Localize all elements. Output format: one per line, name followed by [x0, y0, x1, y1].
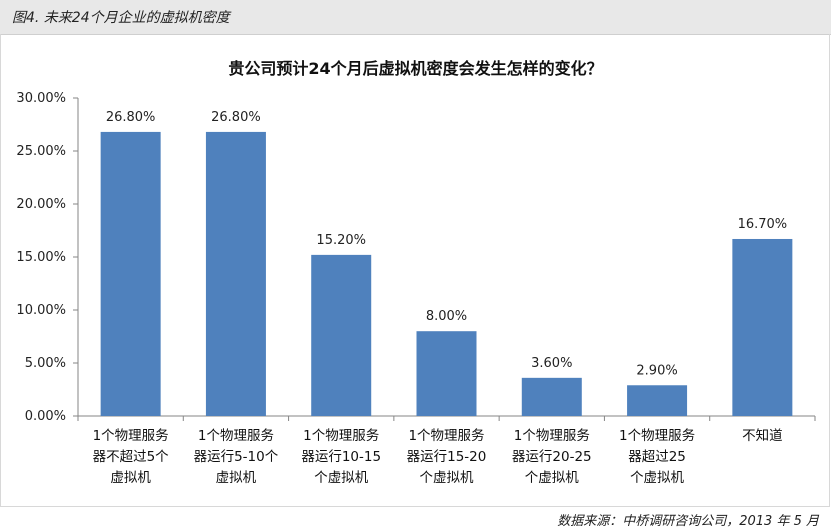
category-label: 个虚拟机 — [420, 470, 474, 486]
category-label: 器超过25 — [628, 449, 686, 465]
data-label: 2.90% — [636, 363, 677, 378]
category-label: 1个物理服务 — [93, 428, 169, 444]
category-label: 器运行10-15 — [301, 449, 381, 465]
category-label: 1个物理服务 — [408, 428, 484, 444]
category-label: 虚拟机 — [110, 470, 151, 486]
data-label: 8.00% — [426, 309, 467, 324]
caption-band: 图4. 未来24个月企业的虚拟机密度 — [0, 0, 831, 35]
bar — [521, 377, 582, 416]
data-label: 3.60% — [531, 356, 572, 371]
y-tick-label: 20.00% — [16, 197, 66, 212]
bar — [732, 238, 793, 416]
chart-title: 贵公司预计24个月后虚拟机密度会发生怎样的变化？ — [228, 59, 603, 78]
category-label: 个虚拟机 — [314, 470, 368, 486]
bar — [416, 331, 477, 416]
category-label: 1个物理服务 — [619, 428, 695, 444]
category-label: 个虚拟机 — [630, 470, 684, 486]
category-label: 1个物理服务 — [514, 428, 590, 444]
category-label: 器运行15-20 — [407, 449, 487, 465]
bar — [311, 254, 372, 416]
y-tick-label: 5.00% — [25, 356, 66, 371]
category-label: 器运行20-25 — [512, 449, 592, 465]
category-label: 不知道 — [742, 427, 783, 444]
category-label: 1个物理服务 — [303, 428, 379, 444]
y-tick-label: 0.00% — [25, 409, 66, 424]
y-tick-label: 25.00% — [16, 144, 66, 159]
source-note: 数据来源：中桥调研咨询公司，2013 年 5 月 — [557, 514, 819, 529]
category-label: 虚拟机 — [216, 470, 257, 486]
y-tick-label: 10.00% — [16, 303, 66, 318]
figure-caption: 图4. 未来24个月企业的虚拟机密度 — [12, 10, 230, 26]
category-label: 器不超过5个 — [93, 449, 170, 465]
bar — [627, 385, 688, 416]
data-label: 16.70% — [738, 217, 788, 232]
data-label: 15.20% — [316, 233, 366, 248]
y-tick-label: 30.00% — [16, 91, 66, 106]
category-label: 器运行5-10个 — [194, 449, 279, 465]
y-tick-label: 15.00% — [16, 250, 66, 265]
data-label: 26.80% — [211, 110, 261, 125]
bar — [205, 131, 266, 417]
category-label: 1个物理服务 — [198, 428, 274, 444]
chart-frame — [0, 34, 830, 507]
bar — [100, 131, 161, 417]
category-label: 个虚拟机 — [525, 470, 579, 486]
data-label: 26.80% — [106, 110, 156, 125]
